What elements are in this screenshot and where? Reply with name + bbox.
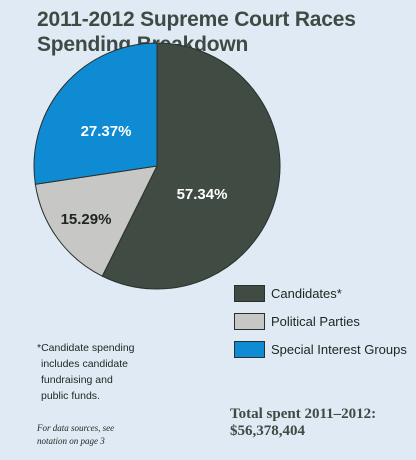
data-sources-note: For data sources, see notation on page 3 [37,422,197,448]
sources-line: notation on page 3 [37,436,105,446]
slice-label-candidates: 57.34% [177,186,228,203]
slice-label-political-parties: 15.29% [61,211,112,228]
pie-slice-political-parties [34,165,158,277]
pie-slice-special-interest-groups [33,42,158,185]
pie-slice-candidates [101,42,281,290]
chart-title-line-1: 2011-2012 Supreme Court Races [37,8,356,31]
slice-label-special-interest-groups: 27.37% [81,123,132,140]
legend-item-special-interest-groups: Special Interest Groups [234,340,407,359]
legend-label-political-parties: Political Parties [271,314,360,329]
total-spent-value: $56,378,404 [230,423,305,439]
footnote-line: includes candidate [41,358,128,370]
footnote-line: fundraising and [41,374,113,386]
legend: Candidates* Political Parties Special In… [234,284,407,368]
legend-swatch-political-parties [234,313,265,330]
legend-label-candidates: Candidates* [271,286,342,301]
legend-swatch-candidates [234,285,265,302]
total-spent-label: Total spent 2011–2012: [230,406,377,422]
total-spent: Total spent 2011–2012: $56,378,404 [230,406,410,440]
footnote-line: public funds. [41,390,100,402]
legend-item-candidates: Candidates* [234,284,407,303]
legend-swatch-special-interest-groups [234,341,265,358]
legend-item-political-parties: Political Parties [234,312,407,331]
pie-chart: 57.34% 15.29% 27.37% [33,42,281,290]
footnote-line: *Candidate spending [37,342,135,354]
legend-label-special-interest-groups: Special Interest Groups [271,342,407,357]
candidate-spending-footnote: *Candidate spending includes candidate f… [37,340,187,404]
sources-line: For data sources, see [37,423,115,433]
